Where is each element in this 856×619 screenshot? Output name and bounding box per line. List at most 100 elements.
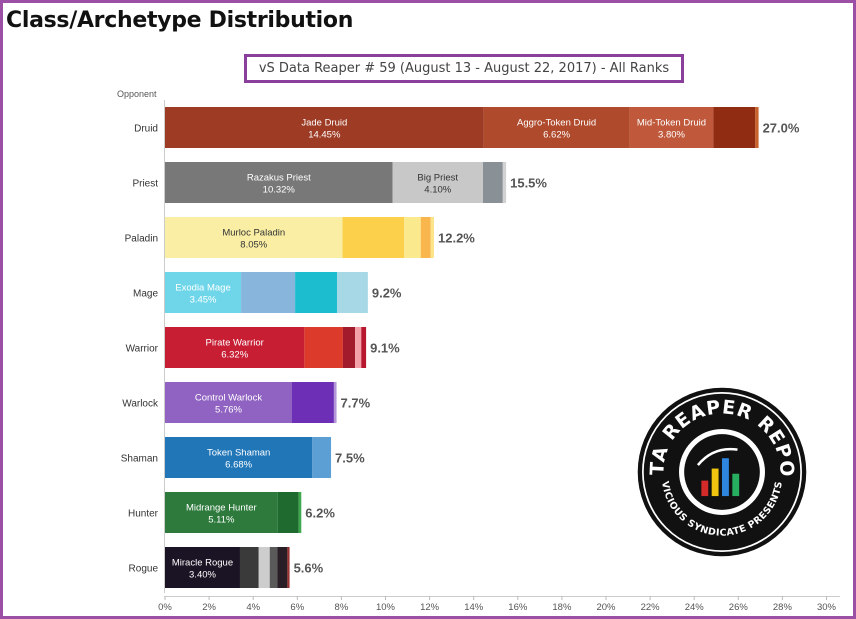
segment-label-jade-druid: Jade Druid <box>301 118 347 129</box>
segment-value-midrange-hunter: 5.11% <box>208 515 235 526</box>
bar-segment-paladin-4 <box>420 217 431 258</box>
segment-value-exodia-mage: 3.45% <box>190 295 217 306</box>
bar-segment-mage-2 <box>241 272 296 313</box>
bar-segment-paladin-murloc-paladin <box>165 217 343 258</box>
x-tick-label: 20% <box>596 602 616 613</box>
total-label-druid: 27.0% <box>763 121 800 136</box>
x-tick-label: 18% <box>552 602 572 613</box>
segment-label-midrange-hunter: Midrange Hunter <box>186 503 257 514</box>
bar-segment-warlock-2 <box>292 382 334 423</box>
x-tick-label: 24% <box>685 602 705 613</box>
bar-segment-druid-aggro-token-druid <box>483 107 630 148</box>
x-tick-label: 2% <box>202 602 216 613</box>
bar-segment-mage-exodia-mage <box>165 272 242 313</box>
segment-value-token-shaman: 6.68% <box>225 460 252 471</box>
segment-value-pirate-warrior: 6.32% <box>221 350 248 361</box>
bar-segment-rogue-6 <box>287 547 290 588</box>
segment-value-murloc-paladin: 8.05% <box>240 240 267 251</box>
segment-value-razakus-priest: 10.32% <box>263 185 296 196</box>
bar-segment-rogue-miracle-rogue <box>165 547 240 588</box>
segment-label-pirate-warrior: Pirate Warrior <box>206 338 264 349</box>
chart-title-box: vS Data Reaper # 59 (August 13 - August … <box>244 54 684 83</box>
segment-value-jade-druid: 14.45% <box>308 130 341 141</box>
bar-segment-hunter-3 <box>298 492 302 533</box>
bar-segment-hunter-2 <box>277 492 299 533</box>
total-label-priest: 15.5% <box>510 176 547 191</box>
y-axis-title: Opponent <box>117 89 157 99</box>
category-label-rogue: Rogue <box>129 564 159 575</box>
bar-segment-warrior-3 <box>342 327 356 368</box>
bar-segment-warlock-3 <box>333 382 337 423</box>
x-tick-label: 22% <box>641 602 661 613</box>
category-label-warlock: Warlock <box>122 399 159 410</box>
segment-label-mid-token-druid: Mid-Token Druid <box>637 118 706 129</box>
category-label-paladin: Paladin <box>125 234 158 245</box>
category-label-priest: Priest <box>132 179 158 190</box>
segment-label-exodia-mage: Exodia Mage <box>175 283 230 294</box>
chart-title: vS Data Reaper # 59 (August 13 - August … <box>258 61 670 76</box>
segment-label-aggro-token-druid: Aggro-Token Druid <box>517 118 596 129</box>
data-reaper-logo: DATA REAPER REPORT VICIOUS SYNDICATE PRE… <box>636 386 807 557</box>
bar-segment-priest-4 <box>502 162 507 203</box>
page-title: Class/Archetype Distribution <box>6 8 354 33</box>
bar-segment-warlock-control-warlock <box>165 382 293 423</box>
total-label-shaman: 7.5% <box>335 451 365 466</box>
category-label-mage: Mage <box>133 289 158 300</box>
segment-label-miracle-rogue: Miracle Rogue <box>172 558 233 569</box>
bar-segment-mage-4 <box>336 272 368 313</box>
segment-value-miracle-rogue: 3.40% <box>189 570 216 581</box>
segment-label-razakus-priest: Razakus Priest <box>247 173 311 184</box>
bar-segment-druid-5 <box>755 107 759 148</box>
category-label-druid: Druid <box>134 124 158 135</box>
x-tick-label: 14% <box>464 602 484 613</box>
x-tick-label: 0% <box>158 602 172 613</box>
bar-segment-shaman-token-shaman <box>165 437 313 478</box>
bar-segment-warrior-pirate-warrior <box>165 327 305 368</box>
segment-label-control-warlock: Control Warlock <box>195 393 262 404</box>
segment-value-control-warlock: 5.76% <box>215 405 242 416</box>
x-tick-label: 4% <box>246 602 260 613</box>
category-label-shaman: Shaman <box>121 454 158 465</box>
x-tick-label: 16% <box>508 602 528 613</box>
bar-segment-priest-razakus-priest <box>165 162 393 203</box>
total-label-hunter: 6.2% <box>305 506 335 521</box>
x-tick-label: 28% <box>773 602 793 613</box>
segment-value-mid-token-druid: 3.80% <box>658 130 685 141</box>
segment-label-token-shaman: Token Shaman <box>207 448 270 459</box>
x-tick-label: 10% <box>376 602 396 613</box>
bar-segment-warrior-5 <box>361 327 367 368</box>
segment-label-big-priest: Big Priest <box>417 173 458 184</box>
x-tick-label: 30% <box>817 602 837 613</box>
x-tick-label: 26% <box>729 602 749 613</box>
x-tick-label: 8% <box>335 602 349 613</box>
bar-segment-druid-jade-druid <box>165 107 484 148</box>
x-tick-label: 12% <box>420 602 440 613</box>
bar-segment-rogue-5 <box>277 547 288 588</box>
total-label-rogue: 5.6% <box>294 561 324 576</box>
segment-label-murloc-paladin: Murloc Paladin <box>222 228 285 239</box>
bar-segment-rogue-2 <box>239 547 259 588</box>
x-tick-label: 6% <box>290 602 304 613</box>
total-label-warrior: 9.1% <box>370 341 400 356</box>
category-label-warrior: Warrior <box>126 344 159 355</box>
x-axis: Opponent 0% 2% 4% 6% 8% 10% 12% 14% 16% 18% 20% 22% 2… <box>117 89 840 613</box>
bar-segment-paladin-5 <box>430 217 435 258</box>
bar-segment-druid-mid-token-druid <box>629 107 714 148</box>
total-label-warlock: 7.7% <box>341 396 371 411</box>
segment-value-aggro-token-druid: 6.62% <box>543 130 570 141</box>
bar-segment-paladin-2 <box>342 217 405 258</box>
bar-segment-hunter-midrange-hunter <box>165 492 278 533</box>
total-label-paladin: 12.2% <box>438 231 475 246</box>
bar-segment-warrior-2 <box>304 327 343 368</box>
bar-segment-warrior-4 <box>355 327 362 368</box>
bar-segment-rogue-4 <box>269 547 278 588</box>
bar-segment-mage-3 <box>295 272 337 313</box>
category-label-hunter: Hunter <box>128 509 159 520</box>
total-label-mage: 9.2% <box>372 286 402 301</box>
bar-segment-priest-3 <box>482 162 503 203</box>
bar-segment-paladin-3 <box>404 217 421 258</box>
bar-segment-druid-4 <box>713 107 756 148</box>
bar-segment-priest-big-priest <box>392 162 483 203</box>
